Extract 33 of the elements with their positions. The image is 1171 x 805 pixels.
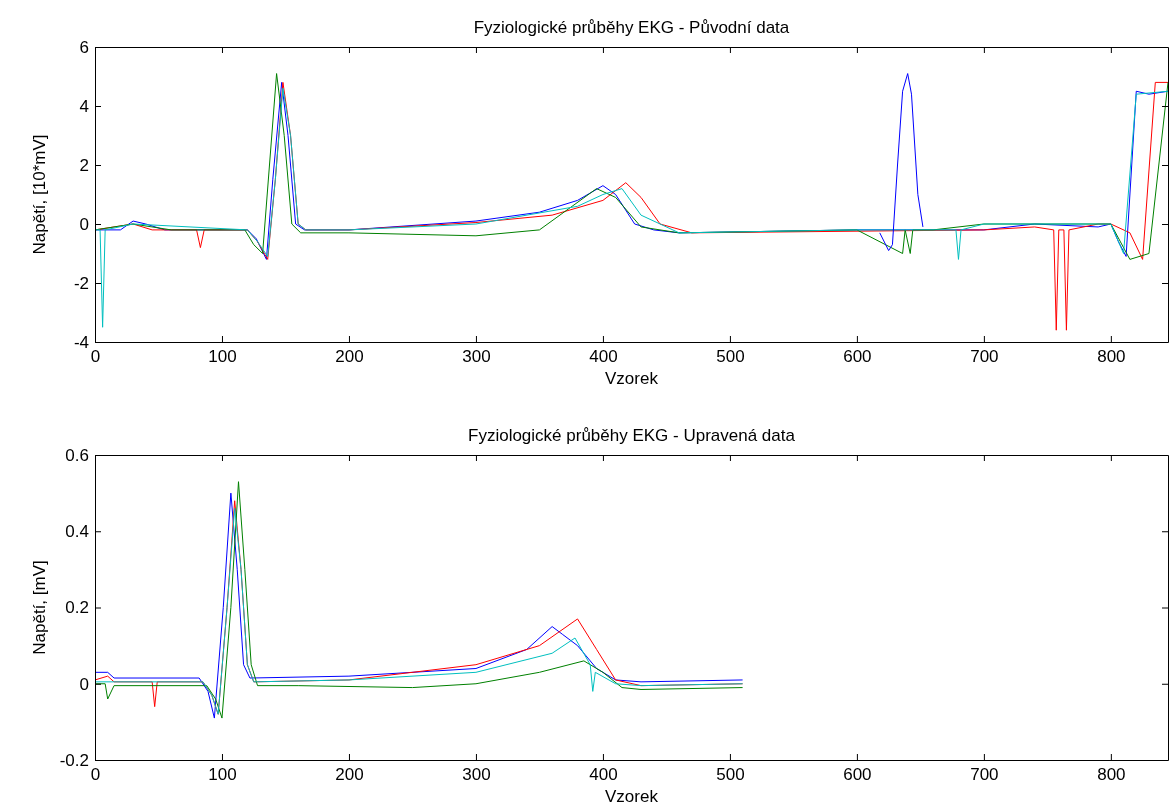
x-tick-label: 100	[208, 347, 237, 367]
y-tick-label: 0	[79, 214, 89, 234]
y-tick-label: 2	[79, 155, 89, 175]
x-axis-title: Vzorek	[605, 369, 659, 388]
x-tick-label: 800	[1097, 765, 1126, 785]
x-tick-label: 400	[589, 765, 618, 785]
y-tick-label: -4	[73, 332, 89, 352]
y-tick-label: 0.6	[65, 445, 89, 465]
y-tick-label: -0.2	[59, 750, 89, 770]
x-tick-label: 800	[1097, 347, 1126, 367]
x-tick-label: 400	[589, 347, 618, 367]
x-tick-label: 300	[462, 347, 491, 367]
x-tick-label: 200	[335, 347, 364, 367]
chart-title: Fyziologické průběhy EKG - Upravená data	[468, 426, 796, 445]
x-tick-label: 600	[843, 765, 872, 785]
y-axis-title: Napětí, [mV]	[30, 560, 49, 655]
y-tick-label: -2	[73, 273, 89, 293]
chart-title: Fyziologické průběhy EKG - Původní data	[473, 18, 790, 37]
y-tick-label: 0.4	[65, 522, 89, 542]
y-tick-label: 0.2	[65, 598, 89, 618]
x-tick-label: 500	[716, 347, 745, 367]
x-tick-label: 500	[716, 765, 745, 785]
x-tick-label: 600	[843, 347, 872, 367]
x-axis-title: Vzorek	[605, 787, 659, 805]
y-tick-label: 0	[79, 674, 89, 694]
x-tick-label: 100	[208, 765, 237, 785]
x-tick-label: 700	[970, 765, 999, 785]
x-tick-label: 300	[462, 765, 491, 785]
x-tick-label: 200	[335, 765, 364, 785]
x-tick-label: 700	[970, 347, 999, 367]
y-tick-label: 4	[79, 96, 89, 116]
y-tick-label: 6	[79, 37, 89, 57]
y-axis-title: Napětí, [10*mV]	[30, 134, 49, 255]
